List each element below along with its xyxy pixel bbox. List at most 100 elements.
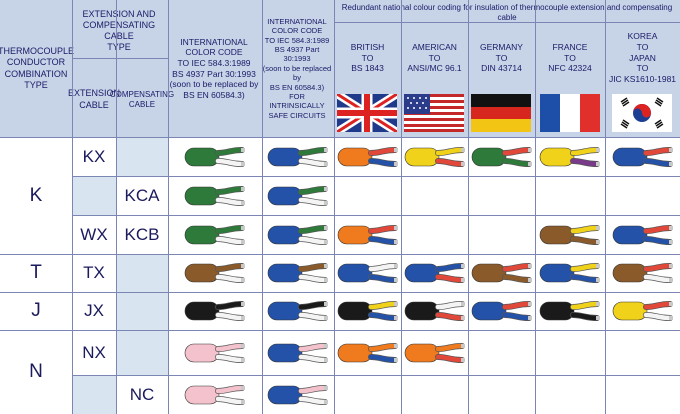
- color-cell: [468, 330, 535, 375]
- header-line: JAPAN: [629, 52, 656, 63]
- ext-label-jx: JX: [84, 301, 104, 320]
- header-line: BS EN 60584.3): [269, 82, 325, 92]
- color-cell: [468, 375, 535, 414]
- color-cell: [401, 215, 468, 254]
- cable-swatch-icon: [267, 385, 328, 405]
- header-line: EXTENSION AND: [82, 8, 156, 19]
- header-line: COLOR CODE: [185, 47, 243, 58]
- grid-line: [468, 0, 469, 414]
- header-nation-france: FRANCE TO NFC 42324: [535, 28, 605, 88]
- grid-line: [72, 176, 680, 177]
- header-line: (soon to be replaced by: [262, 63, 332, 83]
- table-cell: [0, 254, 72, 292]
- grid-line: [0, 330, 680, 331]
- grid-line: [0, 292, 680, 293]
- ext-label-tx: TX: [83, 263, 105, 282]
- germany-flag-icon: [471, 94, 531, 132]
- cable-swatch-icon: [404, 263, 465, 283]
- grid-line: [605, 0, 606, 414]
- header-line: TO: [495, 52, 508, 63]
- table-cell: [72, 215, 116, 254]
- header-line: FRANCE: [552, 42, 588, 53]
- table-cell: [116, 375, 168, 414]
- header-line: EXTENSION: [68, 88, 121, 99]
- header-line: COMPENSATING CABLE: [82, 19, 156, 41]
- header-line: JIC KS1610-1981: [608, 73, 677, 84]
- ext-label-wx: WX: [80, 224, 108, 244]
- cable-swatch-icon: [267, 301, 328, 321]
- cable-swatch-icon: [267, 186, 328, 206]
- table-cell: [72, 137, 116, 176]
- header-line: COMPENSATING: [109, 89, 175, 99]
- cable-swatch-icon: [337, 147, 398, 167]
- color-cell: [401, 375, 468, 414]
- cable-swatch-icon: [267, 263, 328, 283]
- color-cell: [334, 375, 401, 414]
- header-line: BS 1843: [351, 63, 384, 74]
- header-line: GERMANY: [480, 42, 523, 53]
- color-cell: [605, 330, 680, 375]
- header-line: INTERNATIONAL: [267, 16, 327, 26]
- cable-swatch-icon: [612, 147, 673, 167]
- header-line: BS 4937 Part 30:1993: [172, 68, 256, 79]
- header-line: TO: [636, 63, 649, 74]
- color-cell: [535, 375, 605, 414]
- cable-swatch-icon: [184, 343, 245, 363]
- comp-label-nc: NC: [129, 384, 155, 404]
- comp-label-kcb: KCB: [124, 224, 160, 244]
- cable-swatch-icon: [184, 147, 245, 167]
- ext-label-nx: NX: [82, 342, 106, 362]
- cable-swatch-icon: [612, 263, 673, 283]
- header-line: TO IEC 584.3:1989: [264, 35, 330, 45]
- header-line: FOR INTRINSICALLY: [269, 91, 325, 111]
- grid-line: [401, 0, 402, 414]
- cable-swatch-icon: [184, 225, 245, 245]
- header-extension-cable: EXTENSION CABLE: [68, 62, 120, 137]
- cable-swatch-icon: [404, 147, 465, 167]
- color-cell: [605, 375, 680, 414]
- korea-flag-icon: [612, 94, 672, 132]
- color-cell: [605, 176, 680, 215]
- cable-swatch-icon: [337, 225, 398, 245]
- grid-line: [334, 22, 680, 23]
- header-nation-germany: GERMANY TO DIN 43714: [468, 28, 535, 88]
- cable-swatch-icon: [471, 263, 532, 283]
- header-line: BS 4937 Part 30:1993: [274, 45, 320, 64]
- header-line: KOREA: [627, 31, 658, 42]
- cable-swatch-icon: [337, 301, 398, 321]
- grid-line: [168, 0, 169, 414]
- header-iec-code: INTERNATIONAL COLOR CODE TO IEC 584.3:19…: [168, 0, 260, 137]
- grid-line: [262, 0, 263, 414]
- header-line: (soon to be replaced by: [169, 79, 259, 90]
- table-cell: [0, 137, 72, 254]
- header-compensating-cable: COMPENSATING CABLE: [110, 62, 174, 137]
- combo-label-k: K: [29, 184, 43, 206]
- color-cell: [401, 176, 468, 215]
- cable-swatch-icon: [612, 225, 673, 245]
- cable-swatch-icon: [539, 147, 600, 167]
- cable-swatch-icon: [539, 263, 600, 283]
- color-cell: [468, 176, 535, 215]
- header-extension-compensating: EXTENSION AND COMPENSATING CABLE TYPE: [72, 4, 166, 58]
- header-line: SAFE CIRCUITS: [268, 110, 326, 120]
- header-nation-american: AMERICAN TO ANSI/MC 96.1: [401, 28, 468, 88]
- grid-line: [72, 215, 680, 216]
- cable-swatch-icon: [267, 225, 328, 245]
- table-cell: [72, 292, 116, 330]
- grid-line: [0, 137, 680, 138]
- color-cell: [468, 215, 535, 254]
- header-line: COMBINATION: [4, 68, 68, 79]
- header-iec-intrinsic: INTERNATIONAL COLOR CODE TO IEC 584.3:19…: [262, 0, 332, 137]
- grid-line: [72, 58, 168, 59]
- header-nation-british: BRITISH TO BS 1843: [334, 28, 401, 88]
- cable-swatch-icon: [539, 301, 600, 321]
- header-nation-korea: KOREA TO JAPAN TO JIC KS1610-1981: [605, 24, 680, 92]
- header-line: BS EN 60584.3): [183, 89, 245, 100]
- table-cell: [72, 330, 116, 375]
- cable-swatch-icon: [184, 301, 245, 321]
- table-cell: [116, 215, 168, 254]
- header-line: CONDUCTOR: [6, 57, 66, 68]
- combo-label-t: T: [30, 262, 42, 283]
- cable-swatch-icon: [404, 343, 465, 363]
